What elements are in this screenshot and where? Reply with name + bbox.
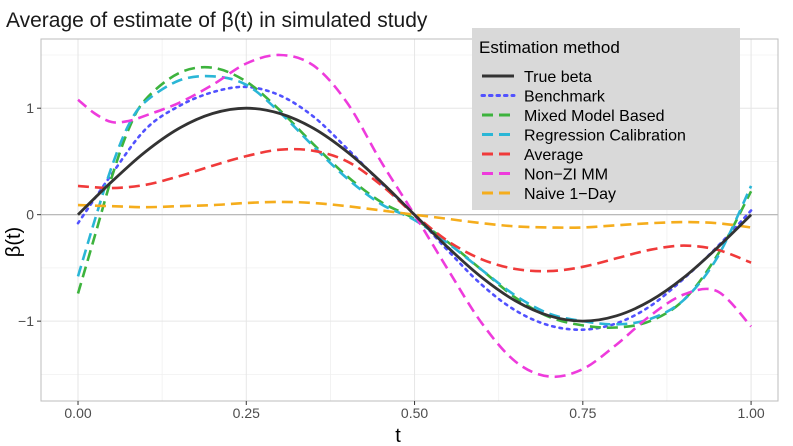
legend-label-mixed-model-based: Mixed Model Based	[524, 108, 665, 125]
series-layer	[76, 53, 753, 379]
plot-border	[40, 38, 779, 402]
x-tick-label: 1.00	[737, 405, 764, 421]
legend: Estimation method True beta Benchmark Mixe…	[472, 28, 740, 210]
y-tick-label: 1	[26, 100, 34, 116]
series-line-non-zi-mm	[77, 53, 753, 379]
legend-title: Estimation method	[479, 38, 620, 57]
x-axis-title: t	[395, 425, 401, 446]
x-tick-label: 0.50	[401, 405, 428, 421]
series-line-naive-1-day	[77, 200, 752, 229]
legend-label-true-beta: True beta	[524, 69, 592, 86]
series-line-regression-calibration	[76, 74, 753, 326]
x-tick-label: 0.75	[569, 405, 596, 421]
y-tick-label: 0	[26, 207, 34, 223]
legend-label-regression-calibration: Regression Calibration	[524, 128, 686, 145]
legend-label-non-zi-mm: Non−ZI MM	[524, 167, 608, 184]
y-axis-title: β(t)	[3, 227, 25, 257]
legend-background	[472, 28, 740, 210]
x-axis: 0.00 0.25 0.50 0.75 1.00	[64, 401, 765, 421]
y-tick-label: −1	[18, 313, 34, 329]
legend-items: True beta Benchmark Mixed Model Based Regre…	[480, 69, 686, 203]
legend-label-naive-1-day: Naive 1−Day	[524, 186, 616, 203]
legend-label-benchmark: Benchmark	[524, 89, 606, 106]
y-axis: −1 0 1	[18, 100, 41, 329]
series-line-true-beta	[77, 106, 753, 323]
x-tick-label: 0.00	[64, 405, 91, 421]
chart-title: Average of estimate of β(t) in simulated…	[6, 9, 428, 32]
legend-label-average: Average	[524, 147, 583, 164]
x-tick-label: 0.25	[233, 405, 260, 421]
